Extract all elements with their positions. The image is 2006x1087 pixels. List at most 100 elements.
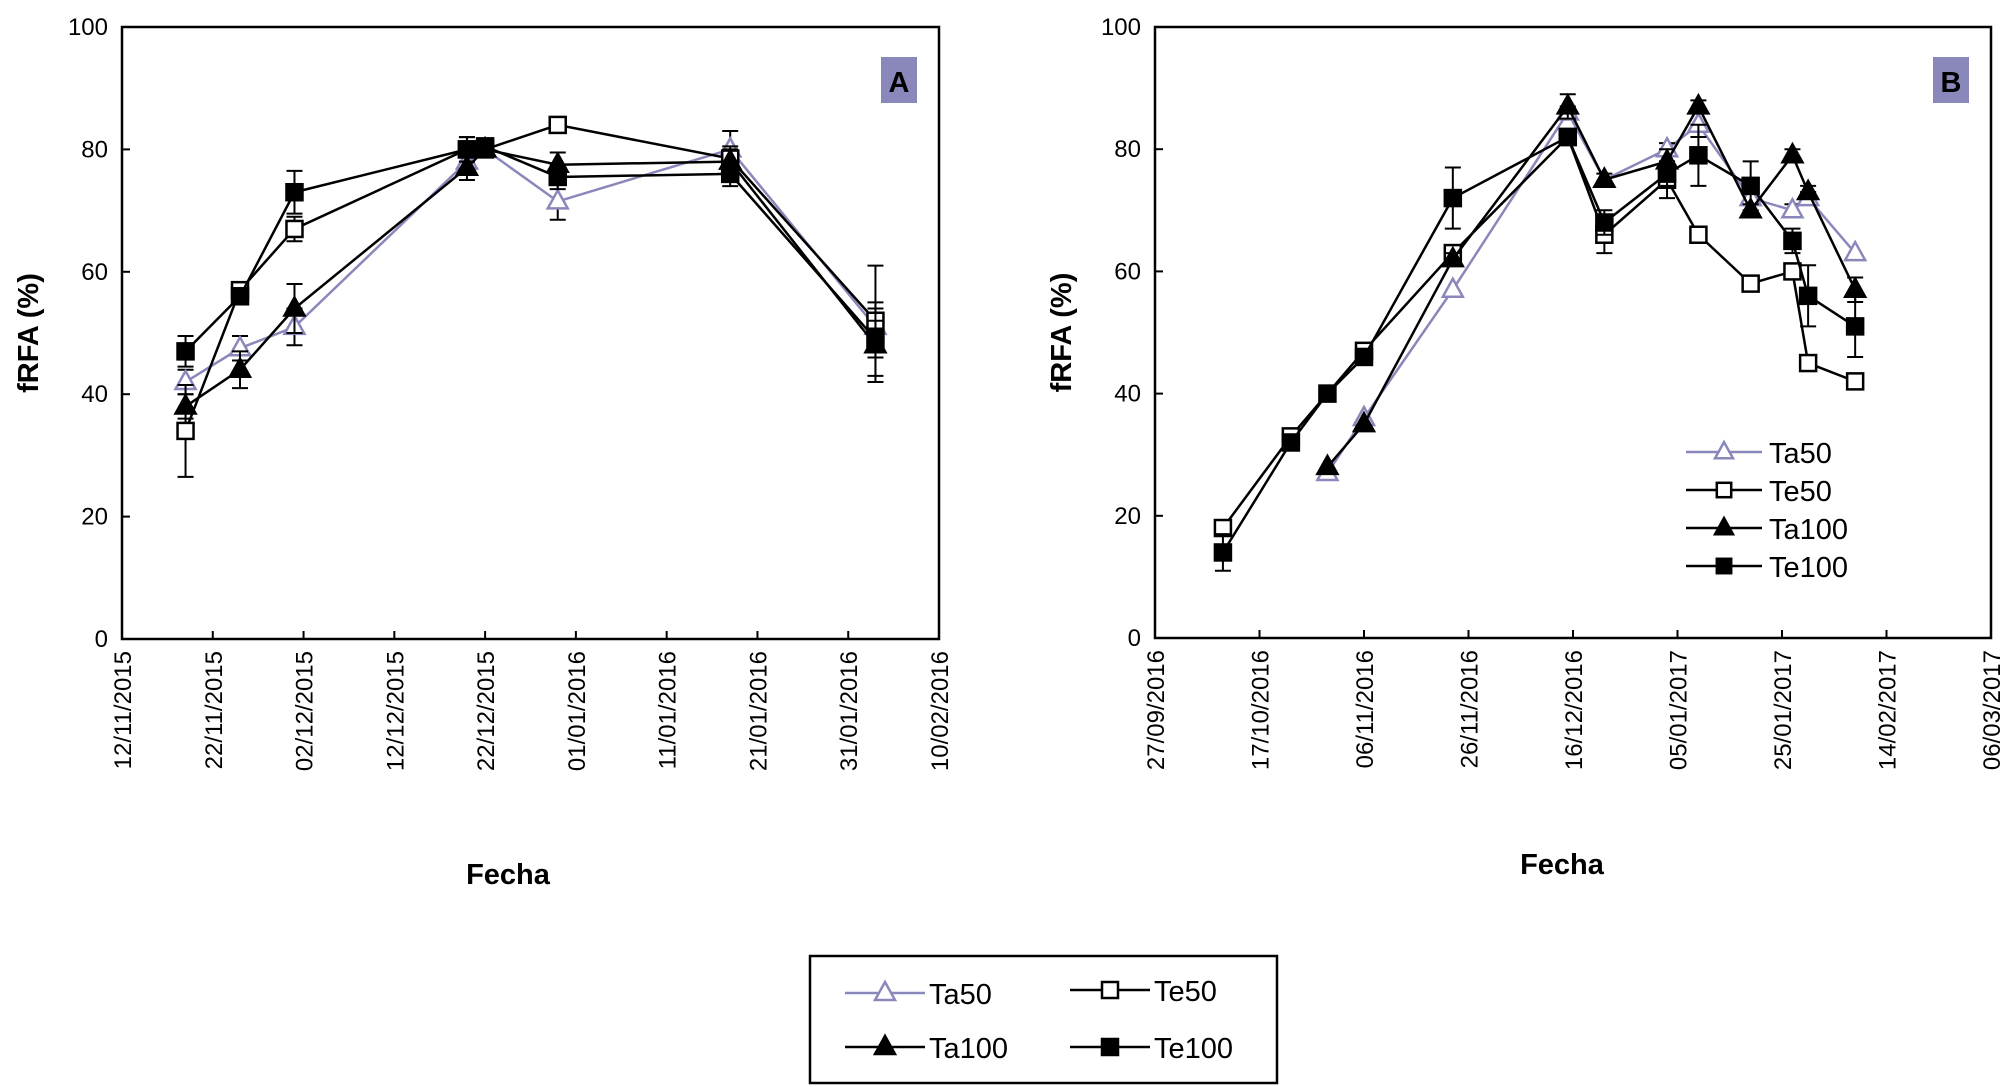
marker-ta100	[1686, 92, 1711, 115]
marker-ta50	[545, 187, 570, 210]
marker-ta100	[1712, 515, 1736, 536]
marker-te100	[1100, 1037, 1120, 1057]
legend-label-te50: Te50	[1769, 476, 1832, 508]
marker-ta100	[872, 1033, 898, 1056]
x-tick-label: 11/01/2016	[655, 651, 682, 769]
marker-ta100	[227, 356, 253, 378]
marker-ta100	[1315, 453, 1340, 476]
marker-ta50	[872, 979, 898, 1002]
x-tick-label: 22/12/2015	[473, 651, 500, 771]
x-tick-label: 05/01/2017	[1666, 650, 1693, 770]
marker-te100	[457, 140, 477, 159]
x-tick-label: 02/12/2015	[292, 651, 319, 771]
y-tick-label: 80	[1114, 136, 1141, 163]
marker-ta50	[1780, 196, 1805, 219]
marker-te100	[1783, 231, 1802, 251]
marker-te100	[1558, 127, 1578, 147]
panel-b-legend: Ta50 Te50 Ta100 Te100	[1686, 438, 1848, 584]
x-tick-label: 25/01/2017	[1770, 650, 1797, 770]
marker-ta100	[1351, 410, 1377, 433]
marker-te50	[1741, 274, 1760, 293]
marker-te100	[1595, 213, 1614, 232]
panel-label: A	[889, 67, 910, 99]
legend-label-te100: Te100	[1769, 552, 1848, 584]
x-tick-label: 21/01/2016	[745, 651, 772, 771]
legend-label-ta100: Ta100	[929, 1033, 1008, 1065]
y-tick-label: 80	[81, 136, 108, 163]
bottom-legend: Ta50 Te50 Ta100 Te100	[808, 954, 1279, 1085]
x-tick-label: 16/12/2016	[1561, 650, 1588, 770]
marker-ta50	[1440, 276, 1465, 298]
y-tick-label: 60	[1114, 258, 1141, 285]
marker-ta100	[1843, 276, 1868, 298]
legend-label-ta50: Ta50	[1769, 438, 1832, 470]
series-te100	[176, 136, 885, 368]
marker-te100	[1715, 557, 1733, 575]
marker-te100	[1689, 146, 1708, 165]
y-tick-label: 0	[95, 626, 108, 653]
marker-te100	[548, 167, 567, 187]
marker-te50	[1715, 481, 1733, 499]
legend-label-te50: Te50	[1154, 976, 1217, 1008]
marker-te50	[1100, 980, 1120, 1000]
panel-label-bg	[881, 57, 917, 103]
series-line	[1221, 134, 1856, 529]
marker-te100	[285, 182, 304, 202]
x-tick-label: 06/11/2016	[1352, 650, 1379, 768]
y-tick-label: 20	[1114, 503, 1141, 530]
y-tick-label: 0	[1128, 625, 1141, 652]
y-tick-label: 60	[81, 259, 108, 286]
marker-te100	[1354, 347, 1374, 367]
series-ta50	[173, 130, 888, 396]
x-tick-label: 12/11/2015	[110, 651, 137, 769]
legend-label-ta50: Ta50	[929, 979, 992, 1011]
x-tick-label: 26/11/2016	[1457, 650, 1484, 768]
marker-te50	[285, 219, 304, 239]
y-axis-title: fRFA (%)	[1046, 273, 1078, 393]
x-tick-label: 27/09/2016	[1143, 650, 1170, 770]
y-axis-title: fRFA (%)	[13, 273, 45, 393]
x-tick-label: 06/03/2017	[1979, 650, 2006, 770]
marker-te100	[1845, 317, 1865, 336]
marker-te50	[1798, 353, 1818, 373]
panel-a: 0 20 40 60 80 100 12/11/2015 22/11/2015 02/12/20…	[13, 14, 954, 891]
series-line	[1326, 103, 1857, 468]
x-axis-title: Fecha	[466, 859, 551, 891]
marker-te50	[548, 115, 567, 135]
marker-ta100	[1592, 166, 1617, 188]
marker-te50	[1689, 225, 1708, 244]
marker-ta50	[1712, 439, 1736, 460]
y-tick-label: 20	[81, 504, 108, 531]
marker-te100	[720, 164, 740, 184]
marker-ta100	[173, 392, 198, 415]
series-te50	[176, 115, 885, 478]
legend-box	[808, 954, 1279, 1085]
marker-te100	[866, 329, 885, 349]
marker-te100	[176, 342, 195, 361]
marker-te50	[176, 421, 195, 441]
series-line	[184, 145, 877, 353]
x-tick-label: 17/10/2016	[1248, 650, 1275, 770]
series-te100	[1213, 123, 1865, 572]
marker-te100	[1318, 384, 1337, 403]
series-line	[1326, 110, 1857, 474]
legend-label-ta100: Ta100	[1769, 514, 1848, 546]
marker-te100	[475, 137, 495, 156]
marker-ta100	[1440, 245, 1465, 268]
legend-label-te100: Te100	[1154, 1033, 1233, 1065]
x-tick-label: 22/11/2015	[201, 651, 228, 769]
y-tick-label: 100	[68, 14, 108, 41]
marker-te50	[1845, 372, 1865, 391]
marker-te50	[1783, 262, 1802, 281]
plot-area	[120, 25, 941, 641]
marker-ta50	[1843, 239, 1868, 262]
x-tick-label: 12/12/2015	[382, 651, 409, 771]
panel-label-bg	[1933, 57, 1969, 103]
y-tick-label: 40	[81, 381, 108, 408]
marker-ta100	[1780, 141, 1805, 164]
marker-te100	[1741, 176, 1760, 196]
y-tick-label: 40	[1114, 381, 1141, 408]
marker-te100	[1798, 286, 1818, 306]
panel-label: B	[1941, 67, 1962, 99]
